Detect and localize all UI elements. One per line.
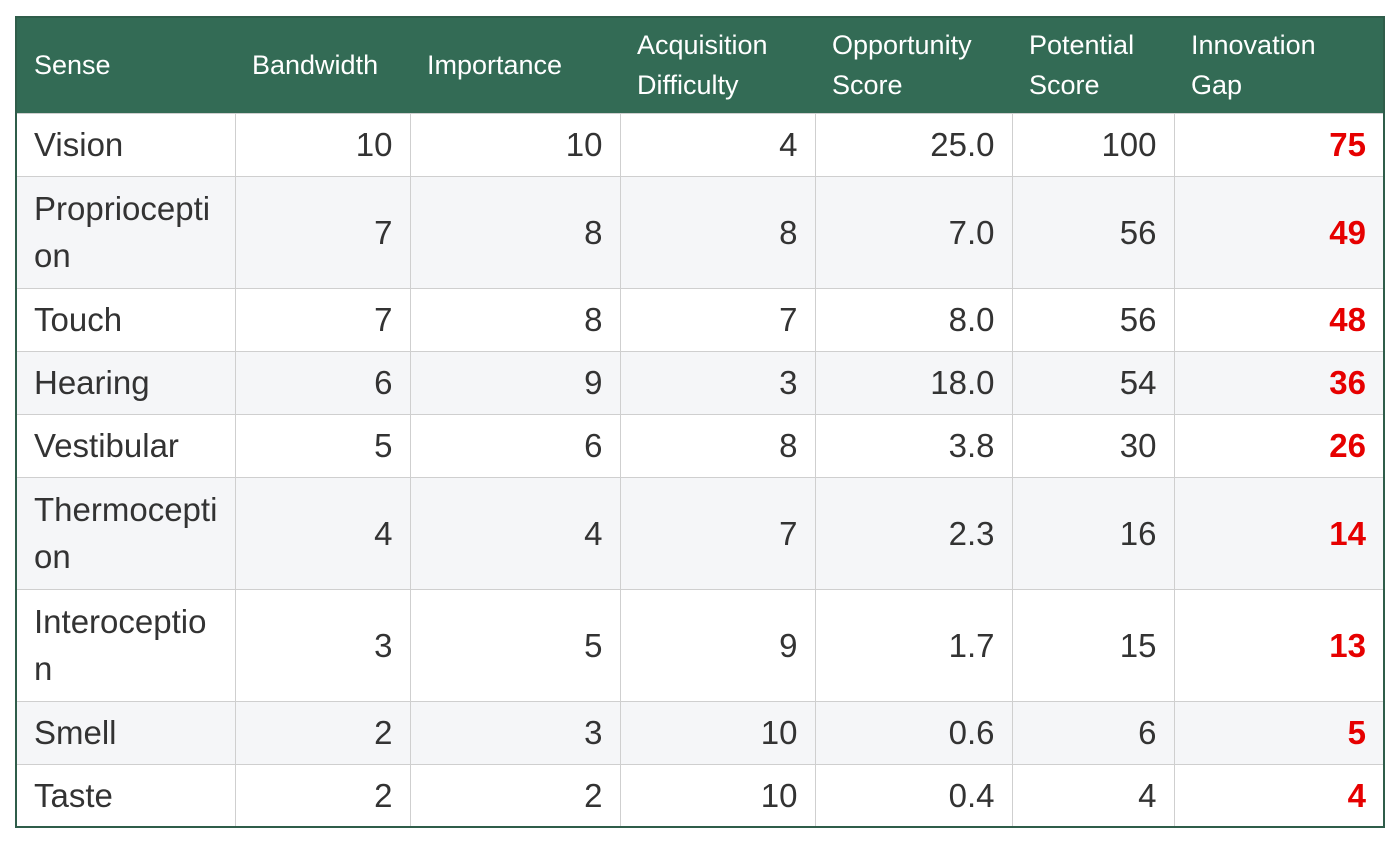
cell-sense: Hearing xyxy=(15,350,236,415)
cell-opportunity-score: 2.3 xyxy=(814,476,1013,590)
cell-opportunity-score: 3.8 xyxy=(814,413,1013,478)
cell-bandwidth: 3 xyxy=(234,588,411,702)
cell-innovation-gap: 48 xyxy=(1173,287,1385,352)
cell-innovation-gap: 4 xyxy=(1173,763,1385,828)
sense-table-container: Sense Bandwidth Importance Acquisition D… xyxy=(15,16,1385,828)
cell-bandwidth: 7 xyxy=(234,287,411,352)
table-row: Proprioception 7 8 8 7.0 56 49 xyxy=(15,175,1385,289)
cell-opportunity-score: 7.0 xyxy=(814,175,1013,289)
header-potential-score: Potential Score xyxy=(1029,30,1135,101)
table-row: Thermoception 4 4 7 2.3 16 14 xyxy=(15,476,1385,590)
cell-importance: 2 xyxy=(409,763,621,828)
cell-acquisition-difficulty: 10 xyxy=(619,763,816,828)
cell-innovation-gap: 13 xyxy=(1173,588,1385,702)
cell-opportunity-score: 0.4 xyxy=(814,763,1013,828)
header-acquisition-difficulty: Acquisition Difficulty xyxy=(637,30,768,101)
table-row: Interoception 3 5 9 1.7 15 13 xyxy=(15,588,1385,702)
header-importance: Importance xyxy=(427,50,563,81)
cell-importance: 3 xyxy=(409,700,621,765)
cell-bandwidth: 4 xyxy=(234,476,411,590)
cell-innovation-gap: 26 xyxy=(1173,413,1385,478)
cell-acquisition-difficulty: 3 xyxy=(619,350,816,415)
cell-potential-score: 56 xyxy=(1011,287,1175,352)
cell-innovation-gap: 36 xyxy=(1173,350,1385,415)
cell-bandwidth: 2 xyxy=(234,700,411,765)
cell-potential-score: 56 xyxy=(1011,175,1175,289)
cell-sense: Smell xyxy=(15,700,236,765)
cell-innovation-gap: 49 xyxy=(1173,175,1385,289)
cell-bandwidth: 10 xyxy=(234,112,411,177)
sense-table: Sense Bandwidth Importance Acquisition D… xyxy=(15,16,1385,828)
cell-acquisition-difficulty: 10 xyxy=(619,700,816,765)
cell-opportunity-score: 18.0 xyxy=(814,350,1013,415)
cell-opportunity-score: 0.6 xyxy=(814,700,1013,765)
cell-acquisition-difficulty: 7 xyxy=(619,287,816,352)
cell-opportunity-score: 25.0 xyxy=(814,112,1013,177)
header-sense: Sense xyxy=(34,50,111,81)
cell-potential-score: 6 xyxy=(1011,700,1175,765)
cell-importance: 8 xyxy=(409,175,621,289)
cell-bandwidth: 5 xyxy=(234,413,411,478)
cell-sense: Taste xyxy=(15,763,236,828)
cell-potential-score: 4 xyxy=(1011,763,1175,828)
cell-potential-score: 15 xyxy=(1011,588,1175,702)
cell-innovation-gap: 14 xyxy=(1173,476,1385,590)
cell-sense: Interoception xyxy=(15,588,236,702)
table-row: Touch 7 8 7 8.0 56 48 xyxy=(15,287,1385,352)
cell-sense: Thermoception xyxy=(15,476,236,590)
cell-bandwidth: 2 xyxy=(234,763,411,828)
header-bandwidth: Bandwidth xyxy=(252,50,379,81)
cell-sense: Touch xyxy=(15,287,236,352)
cell-innovation-gap: 75 xyxy=(1173,112,1385,177)
cell-acquisition-difficulty: 8 xyxy=(619,413,816,478)
cell-potential-score: 54 xyxy=(1011,350,1175,415)
header-opportunity-score: Opportunity Score xyxy=(832,30,972,101)
cell-bandwidth: 6 xyxy=(234,350,411,415)
cell-opportunity-score: 1.7 xyxy=(814,588,1013,702)
cell-acquisition-difficulty: 7 xyxy=(619,476,816,590)
cell-importance: 10 xyxy=(409,112,621,177)
table-row: Vestibular 5 6 8 3.8 30 26 xyxy=(15,413,1385,478)
header-innovation-gap: Innovation Gap xyxy=(1191,30,1316,101)
cell-potential-score: 30 xyxy=(1011,413,1175,478)
table-row: Vision 10 10 4 25.0 100 75 xyxy=(15,112,1385,177)
cell-importance: 5 xyxy=(409,588,621,702)
cell-sense: Vision xyxy=(15,112,236,177)
table-row: Smell 2 3 10 0.6 6 5 xyxy=(15,700,1385,765)
cell-bandwidth: 7 xyxy=(234,175,411,289)
cell-acquisition-difficulty: 4 xyxy=(619,112,816,177)
table-header: Sense Bandwidth Importance Acquisition D… xyxy=(16,17,1384,113)
cell-acquisition-difficulty: 9 xyxy=(619,588,816,702)
header-row: Sense Bandwidth Importance Acquisition D… xyxy=(16,17,1384,113)
cell-sense: Vestibular xyxy=(15,413,236,478)
cell-importance: 4 xyxy=(409,476,621,590)
cell-importance: 8 xyxy=(409,287,621,352)
cell-innovation-gap: 5 xyxy=(1173,700,1385,765)
cell-importance: 6 xyxy=(409,413,621,478)
table-body: Vision 10 10 4 25.0 100 75 Proprioceptio… xyxy=(15,112,1385,828)
cell-acquisition-difficulty: 8 xyxy=(619,175,816,289)
cell-potential-score: 16 xyxy=(1011,476,1175,590)
table-row: Taste 2 2 10 0.4 4 4 xyxy=(15,763,1385,828)
table-row: Hearing 6 9 3 18.0 54 36 xyxy=(15,350,1385,415)
cell-opportunity-score: 8.0 xyxy=(814,287,1013,352)
cell-potential-score: 100 xyxy=(1011,112,1175,177)
cell-sense: Proprioception xyxy=(15,175,236,289)
cell-importance: 9 xyxy=(409,350,621,415)
